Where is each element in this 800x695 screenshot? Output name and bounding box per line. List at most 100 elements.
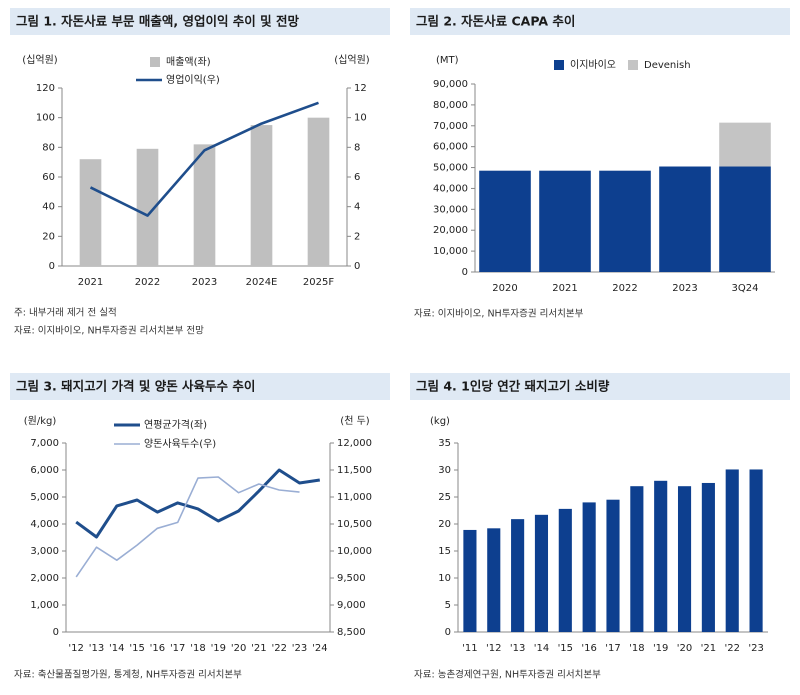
x-tick-label: 2021 (552, 283, 577, 294)
x-tick-label: '15 (129, 643, 144, 654)
x-tick-label: '14 (534, 643, 549, 654)
bar (719, 122, 771, 167)
y2-axis-unit: (천 두) (340, 415, 369, 427)
bar (307, 117, 330, 267)
chart-panel: 그림 2. 자돈사료 CAPA 추이 (MT) 0 10,000 20,000 30,00… (410, 8, 790, 320)
y-tick-label: 70,000 (433, 121, 468, 132)
x-tick-label: 2023 (672, 283, 697, 294)
x-tick-label: '16 (581, 643, 596, 654)
legend-label: 양돈사육두수(우) (144, 438, 216, 450)
y2-tick-label: 9,500 (337, 573, 366, 584)
chart-title: 그림 3. 돼지고기 가격 및 양돈 사육두수 추이 (16, 379, 255, 394)
legend-label: 연평균가격(좌) (144, 418, 207, 431)
chart-panel: 그림 4. 1인당 연간 돼지고기 소비량 (kg) 0 5 10 15 20 25 30 35 '… (410, 373, 790, 681)
y2-tick-label: 9,000 (337, 600, 366, 611)
x-tick-label: 2022 (612, 283, 637, 294)
chart-title: 그림 2. 자돈사료 CAPA 추이 (416, 14, 575, 29)
title-banner (410, 8, 790, 35)
y2-tick-label: 10,000 (337, 546, 372, 557)
bar (463, 529, 477, 632)
y-tick-label: 30 (438, 465, 451, 476)
chart-title: 그림 4. 1인당 연간 돼지고기 소비량 (416, 379, 610, 394)
y-tick-label: 1,000 (30, 600, 59, 611)
bar (749, 469, 763, 632)
bar (534, 514, 549, 632)
bar (79, 159, 102, 266)
source-note: 자료: 농촌경제연구원, NH투자증권 리서치본부 (414, 669, 601, 681)
y2-tick-label: 12 (354, 83, 367, 94)
line (89, 101, 319, 217)
chart-title: 그림 1. 자돈사료 부문 매출액, 영업이익 추이 및 전망 (16, 14, 300, 29)
x-tick-label: '22 (724, 643, 739, 654)
x-tick-label: 2025F (303, 277, 334, 288)
x-tick-label: '18 (190, 643, 205, 654)
y-tick-label: 0 (49, 261, 55, 272)
y-tick-label: 100 (36, 113, 55, 124)
y-tick-label: 35 (438, 438, 451, 449)
y-tick-label: 5 (445, 600, 451, 611)
x-tick-label: '11 (462, 643, 477, 654)
x-tick-label: '23 (292, 643, 307, 654)
y-tick-label: 7,000 (30, 438, 59, 449)
x-tick-label: '24 (312, 643, 327, 654)
x-tick-label: '19 (211, 643, 226, 654)
y-tick-label: 5,000 (30, 492, 59, 503)
y-axis-unit: (원/kg) (24, 415, 57, 427)
legend-label: Devenish (644, 60, 691, 71)
bar (193, 144, 216, 266)
title-banner (10, 373, 390, 400)
y2-tick-label: 11,000 (337, 492, 372, 503)
x-tick-label: '13 (89, 643, 104, 654)
y-tick-label: 80,000 (433, 100, 468, 111)
bar (659, 166, 711, 272)
x-tick-label: '17 (605, 643, 620, 654)
title-banner (10, 8, 390, 35)
x-tick-label: '18 (629, 643, 644, 654)
legend-label: 매출액(좌) (166, 56, 211, 68)
y2-axis-unit: (십억원) (334, 54, 370, 66)
bar (479, 170, 531, 272)
y-tick-label: 0 (462, 267, 468, 278)
x-tick-label: 2024E (246, 277, 278, 288)
y-tick-label: 4,000 (30, 519, 59, 530)
legend-swatch (150, 57, 160, 67)
y2-tick-label: 8,500 (337, 627, 366, 638)
bar (630, 486, 644, 632)
x-tick-label: '12 (68, 643, 83, 654)
source-note: 주: 내부거래 제거 전 실적 (14, 307, 117, 319)
y-tick-label: 60,000 (433, 142, 468, 153)
line (75, 468, 321, 539)
x-tick-label: '15 (558, 643, 573, 654)
bar (539, 170, 591, 272)
bar (136, 148, 159, 266)
x-tick-label: 2022 (135, 277, 160, 288)
x-tick-label: 3Q24 (732, 283, 759, 294)
y-tick-label: 120 (36, 83, 55, 94)
y-axis-unit: (십억원) (22, 54, 58, 66)
source-note: 자료: 이지바이오, NH투자증권 리서치본부 전망 (14, 325, 204, 337)
x-tick-label: '22 (271, 643, 286, 654)
x-tick-label: 2020 (492, 283, 517, 294)
legend-swatch (554, 60, 564, 70)
y2-tick-label: 10 (354, 113, 367, 124)
bar (654, 480, 668, 632)
x-tick-label: '20 (677, 643, 692, 654)
y-tick-label: 25 (438, 492, 451, 503)
legend-label: 영업이익(우) (166, 73, 220, 86)
y-tick-label: 60 (42, 172, 55, 183)
y-tick-label: 20 (438, 519, 451, 530)
x-tick-label: '13 (510, 643, 525, 654)
y2-tick-label: 11,500 (337, 465, 372, 476)
x-tick-label: '21 (701, 643, 716, 654)
line (75, 476, 300, 578)
y-tick-label: 20 (42, 231, 55, 242)
bar (725, 469, 739, 632)
bar (701, 482, 715, 632)
bar (599, 170, 651, 272)
y-tick-label: 10 (438, 573, 451, 584)
y2-tick-label: 4 (354, 202, 360, 213)
bar (677, 486, 692, 632)
y-axis-unit: (kg) (430, 416, 450, 427)
source-note: 자료: 축산물품질평가원, 통계청, NH투자증권 리서치본부 (14, 669, 242, 681)
